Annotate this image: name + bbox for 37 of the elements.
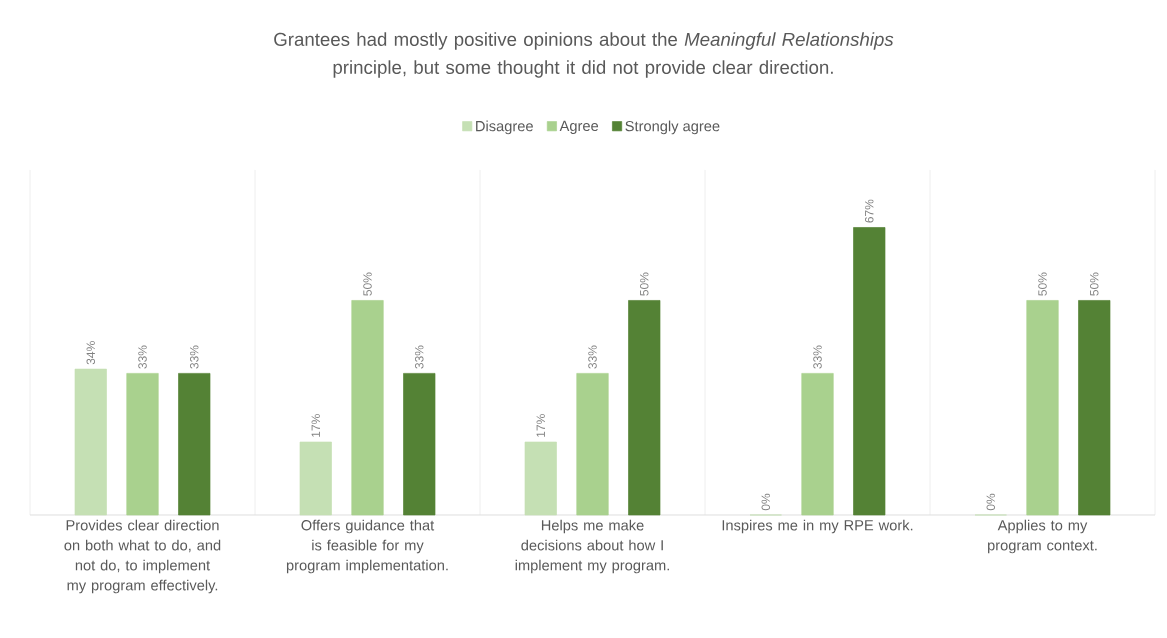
bar	[74, 368, 107, 516]
legend-label: Disagree	[476, 120, 533, 135]
bar	[853, 227, 886, 516]
x-tick-label: Inspires me in my RPE work.	[722, 519, 913, 534]
data-label: 50%	[640, 272, 649, 296]
x-tick-label: Applies to my program context.	[988, 519, 1097, 554]
x-tick-label: Offers guidance that is feasible for my program implementation.	[286, 519, 448, 574]
bar	[576, 373, 609, 516]
data-label: 17%	[536, 414, 545, 437]
data-label: 33%	[415, 345, 424, 369]
data-label: 33%	[138, 345, 147, 369]
bar	[403, 373, 436, 516]
data-label: 50%	[363, 272, 372, 296]
data-label: 33%	[813, 345, 822, 369]
legend-label: Agree	[559, 120, 599, 134]
bar	[524, 441, 557, 516]
data-label: 33%	[190, 345, 199, 369]
data-label: 67%	[865, 199, 874, 223]
data-label: 0%	[986, 493, 996, 511]
bar	[351, 300, 384, 516]
bar	[126, 373, 159, 516]
bar	[801, 373, 834, 516]
chart-title: Grantees had mostly positive opinions about the Meaningful Relationships principle, but some thought it did not provide clear direction.	[274, 32, 894, 78]
bar	[178, 373, 211, 516]
x-tick-label: Helps me make decisions about how I implement my program.	[515, 519, 669, 574]
data-label: 34%	[86, 341, 96, 365]
data-label: 0%	[761, 493, 771, 511]
bar	[1078, 300, 1111, 516]
data-label: 33%	[588, 345, 597, 369]
x-tick-label: Provides clear direction on both what to do, and not do, to implement my program effectively.	[64, 519, 221, 594]
data-label: 17%	[311, 414, 320, 437]
data-label: 50%	[1090, 272, 1099, 296]
bar	[628, 300, 661, 516]
data-label: 50%	[1038, 272, 1047, 296]
legend-label: Strongly agree	[625, 120, 720, 135]
bar	[299, 441, 332, 516]
bar	[1026, 300, 1059, 516]
